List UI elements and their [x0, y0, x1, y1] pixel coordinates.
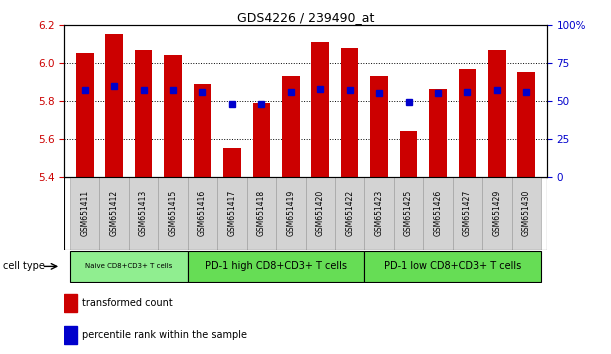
Bar: [364, 251, 541, 281]
Bar: [194, 84, 211, 177]
Text: GSM651422: GSM651422: [345, 190, 354, 236]
Bar: [70, 251, 188, 281]
Text: GSM651429: GSM651429: [492, 190, 501, 236]
Text: GDS4226 / 239490_at: GDS4226 / 239490_at: [237, 11, 374, 24]
Text: percentile rank within the sample: percentile rank within the sample: [82, 330, 247, 340]
Bar: [188, 251, 364, 281]
Bar: [223, 148, 241, 177]
Text: Naive CD8+CD3+ T cells: Naive CD8+CD3+ T cells: [85, 263, 172, 269]
Text: GSM651423: GSM651423: [375, 190, 384, 236]
Bar: [282, 76, 299, 177]
Bar: [364, 177, 394, 250]
Text: GSM651420: GSM651420: [316, 190, 324, 236]
Text: GSM651412: GSM651412: [110, 190, 119, 236]
Text: GSM651418: GSM651418: [257, 190, 266, 236]
Text: GSM651426: GSM651426: [433, 190, 442, 236]
Bar: [247, 177, 276, 250]
Text: GSM651419: GSM651419: [287, 190, 295, 236]
Bar: [482, 177, 511, 250]
Text: GSM651413: GSM651413: [139, 190, 148, 236]
Bar: [100, 177, 129, 250]
Bar: [312, 42, 329, 177]
Text: GSM651416: GSM651416: [198, 190, 207, 236]
Text: GSM651427: GSM651427: [463, 190, 472, 236]
Bar: [276, 177, 306, 250]
Text: GSM651417: GSM651417: [227, 190, 236, 236]
Bar: [164, 55, 182, 177]
Text: GSM651430: GSM651430: [522, 190, 531, 236]
Bar: [400, 131, 417, 177]
Bar: [335, 177, 364, 250]
Bar: [129, 177, 158, 250]
Bar: [341, 47, 359, 177]
Bar: [458, 69, 476, 177]
Text: GSM651415: GSM651415: [169, 190, 178, 236]
Bar: [105, 34, 123, 177]
Bar: [135, 50, 153, 177]
Bar: [252, 103, 270, 177]
Text: PD-1 low CD8+CD3+ T cells: PD-1 low CD8+CD3+ T cells: [384, 261, 521, 272]
Bar: [423, 177, 453, 250]
Bar: [158, 177, 188, 250]
Text: GSM651411: GSM651411: [80, 190, 89, 236]
Bar: [488, 50, 506, 177]
Text: cell type: cell type: [3, 261, 45, 272]
Bar: [394, 177, 423, 250]
Text: PD-1 high CD8+CD3+ T cells: PD-1 high CD8+CD3+ T cells: [205, 261, 347, 272]
Bar: [70, 177, 100, 250]
Bar: [64, 295, 77, 312]
Text: GSM651425: GSM651425: [404, 190, 413, 236]
Bar: [76, 53, 93, 177]
Bar: [518, 72, 535, 177]
Bar: [511, 177, 541, 250]
Bar: [429, 90, 447, 177]
Text: transformed count: transformed count: [82, 298, 174, 308]
Bar: [306, 177, 335, 250]
Bar: [370, 76, 388, 177]
Bar: [188, 177, 217, 250]
Bar: [64, 326, 77, 344]
Bar: [453, 177, 482, 250]
Bar: [217, 177, 247, 250]
